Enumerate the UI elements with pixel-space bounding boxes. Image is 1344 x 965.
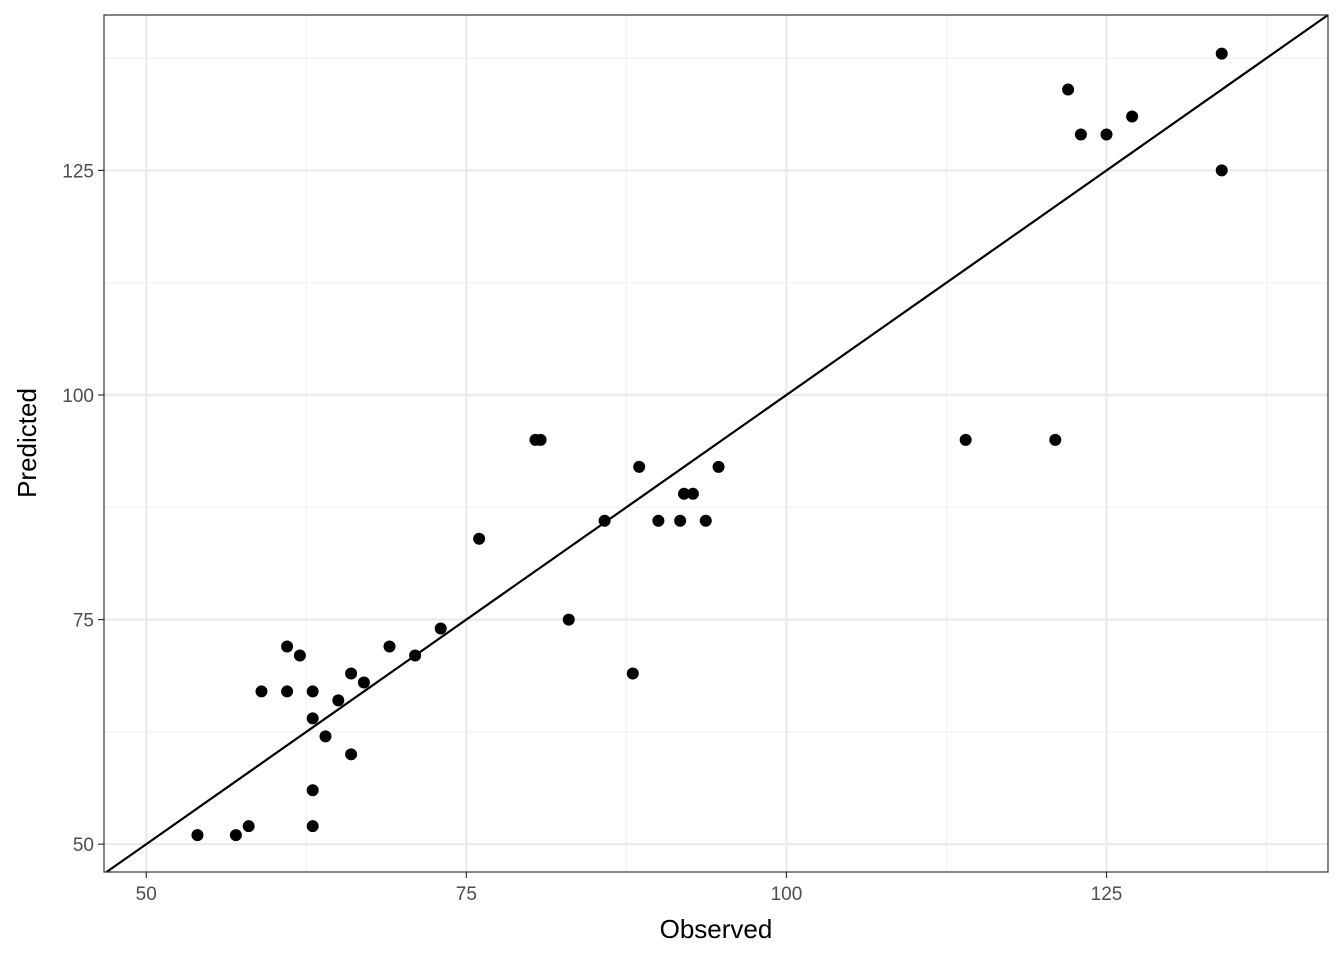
data-point — [473, 532, 486, 545]
x-tick-label: 100 — [771, 884, 803, 905]
data-point — [1100, 128, 1113, 141]
data-point — [626, 667, 639, 680]
grid — [104, 15, 1328, 872]
x-axis: 50 75 100 125 — [136, 872, 1123, 905]
data-point — [191, 829, 204, 842]
data-point — [319, 730, 332, 743]
points — [191, 47, 1228, 842]
data-point — [712, 460, 725, 473]
y-tick-label: 100 — [62, 386, 94, 407]
data-point — [1062, 83, 1075, 96]
identity-line — [105, 14, 1329, 873]
data-point — [598, 514, 611, 527]
y-tick-label: 125 — [62, 161, 94, 182]
data-point — [306, 820, 319, 833]
data-point — [306, 685, 319, 698]
x-tick-label: 125 — [1091, 884, 1123, 905]
data-point — [242, 820, 255, 833]
data-point — [345, 667, 358, 680]
data-point — [306, 784, 319, 797]
data-point — [699, 514, 712, 527]
data-point — [255, 685, 268, 698]
data-point — [357, 676, 370, 689]
data-point — [383, 640, 396, 653]
data-point — [562, 613, 575, 626]
data-point — [674, 514, 687, 527]
y-tick-label: 75 — [73, 611, 94, 632]
data-point — [434, 622, 447, 635]
data-point — [281, 685, 294, 698]
data-point — [633, 460, 646, 473]
data-point — [686, 487, 699, 500]
data-point — [345, 748, 358, 761]
data-point — [306, 712, 319, 725]
y-tick-label: 50 — [73, 835, 94, 856]
x-axis-label: Observed — [660, 914, 773, 944]
data-point — [534, 433, 547, 446]
y-axis-label: Predicted — [12, 388, 42, 498]
data-point — [1126, 110, 1139, 123]
reference-line-group — [105, 14, 1329, 873]
data-point — [959, 433, 972, 446]
x-tick-label: 75 — [456, 884, 477, 905]
panel-border — [103, 14, 1329, 873]
data-point — [332, 694, 345, 707]
data-point — [409, 649, 422, 662]
data-point — [229, 829, 242, 842]
data-point — [281, 640, 294, 653]
data-point — [1215, 47, 1228, 60]
data-point — [1049, 433, 1062, 446]
x-tick-label: 50 — [136, 884, 157, 905]
data-point — [677, 487, 690, 500]
data-point — [652, 514, 665, 527]
y-axis: 50 75 100 125 — [62, 161, 104, 856]
data-point — [293, 649, 306, 662]
data-point — [1215, 164, 1228, 177]
data-point — [1074, 128, 1087, 141]
